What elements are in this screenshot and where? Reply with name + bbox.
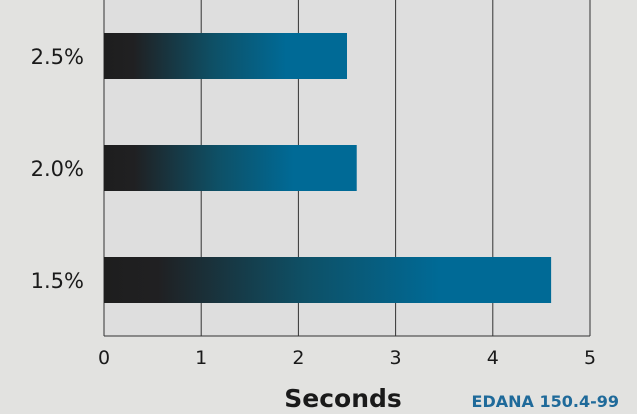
x-tick-label-0: 0 [98, 347, 110, 369]
x-axis-ticks: 0 1 2 3 4 5 [98, 347, 596, 369]
x-tick-label-2: 2 [292, 347, 304, 369]
bar-2 [104, 257, 552, 303]
bars [104, 33, 552, 303]
y-tick-label-0: 2.5% [31, 45, 84, 69]
x-tick-label-4: 4 [487, 347, 499, 369]
x-axis-label: Seconds [284, 384, 402, 413]
y-tick-label-1: 2.0% [31, 157, 84, 181]
y-axis-ticks: 2.5% 2.0% 1.5% [31, 45, 84, 293]
x-tick-label-1: 1 [195, 347, 207, 369]
bar-1 [104, 145, 357, 191]
y-tick-label-2: 1.5% [31, 269, 84, 293]
x-tick-label-3: 3 [390, 347, 402, 369]
source-note: EDANA 150.4-99 [472, 392, 619, 411]
bar-0 [104, 33, 347, 79]
x-tick-label-5: 5 [584, 347, 596, 369]
